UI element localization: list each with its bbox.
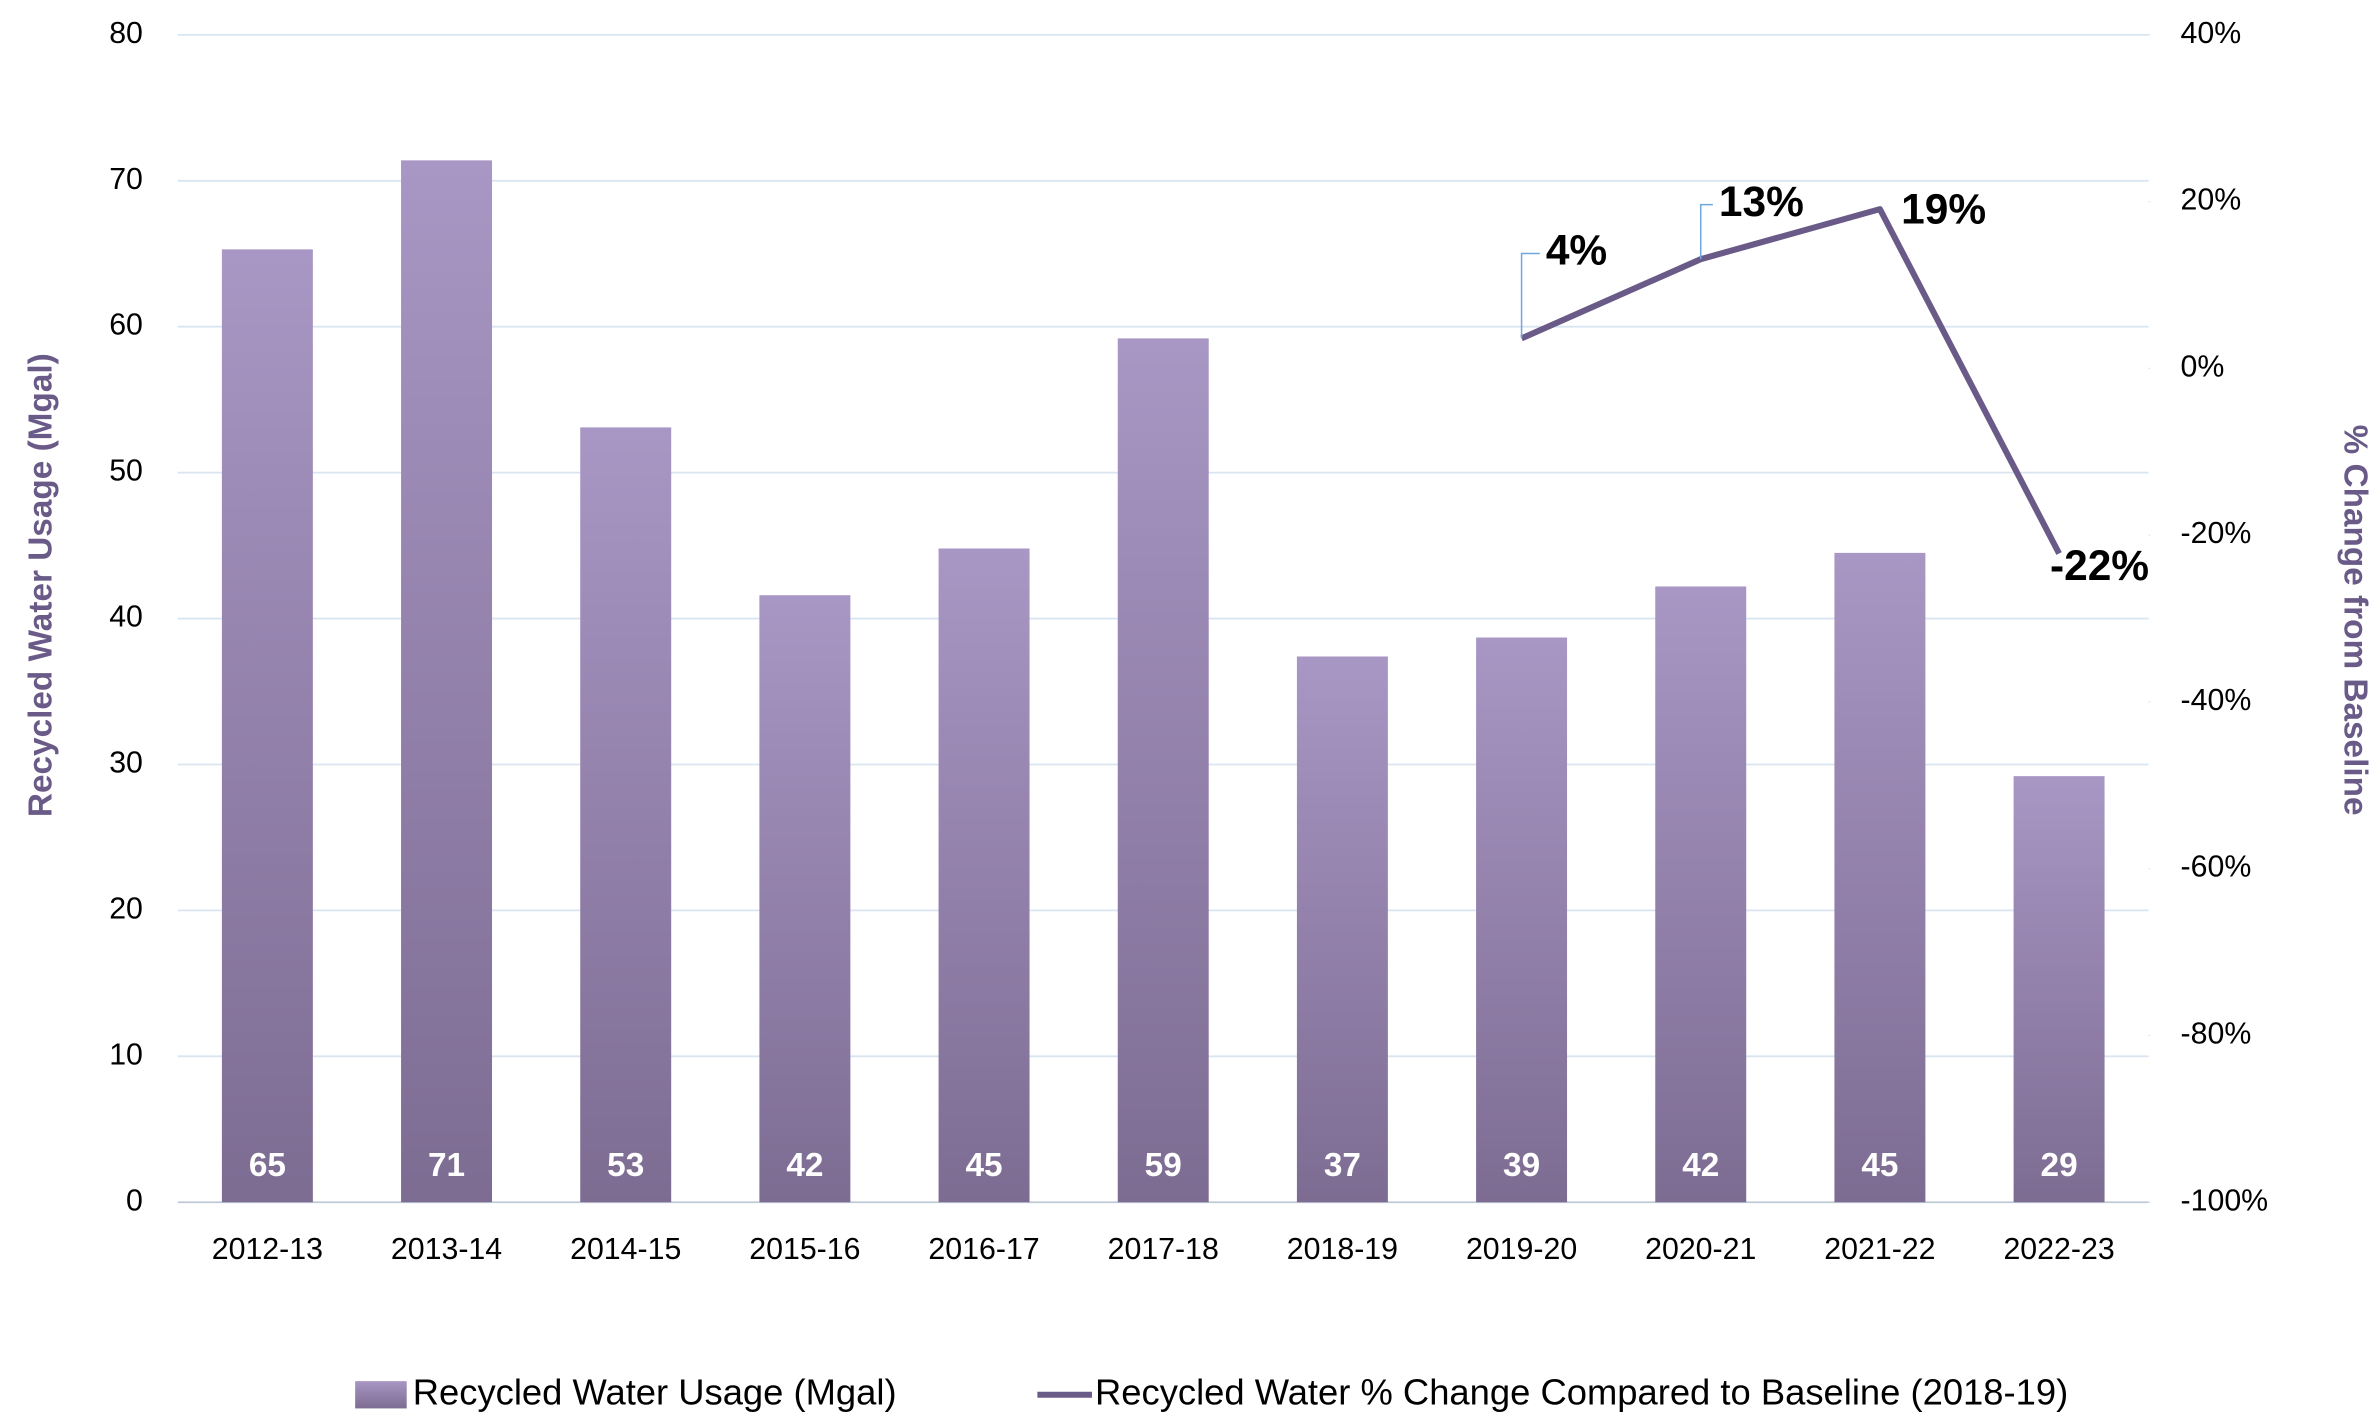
x-tick-label: 2015-16 xyxy=(749,1233,860,1266)
x-tick-label: 2019-20 xyxy=(1466,1233,1577,1266)
x-tick-label: 2020-21 xyxy=(1645,1233,1756,1266)
y-tick-label: 50 xyxy=(109,455,143,488)
bar-value-label: 45 xyxy=(966,1147,1003,1184)
x-tick-label: 2018-19 xyxy=(1287,1233,1398,1266)
y2-axis-title: % Change from Baseline xyxy=(2337,425,2374,816)
x-tick-label: 2014-15 xyxy=(570,1233,681,1266)
bar xyxy=(759,595,851,1203)
y-tick-label: 70 xyxy=(109,163,143,196)
bar xyxy=(1655,586,1747,1203)
y2-tick-label: 20% xyxy=(2181,184,2242,217)
y-tick-label: 10 xyxy=(109,1038,143,1071)
leader-line xyxy=(1520,252,1540,339)
line-value-label: -22% xyxy=(2050,542,2149,589)
line-value-label: 13% xyxy=(1719,178,1804,225)
y-tick-label: 20 xyxy=(109,892,143,925)
bar xyxy=(1476,637,1568,1203)
x-tick-label: 2012-13 xyxy=(212,1233,323,1266)
bar-value-label: 39 xyxy=(1503,1147,1540,1184)
y2-tick-label: -40% xyxy=(2181,684,2252,717)
x-tick-label: 2017-18 xyxy=(1108,1233,1219,1266)
bar xyxy=(401,160,493,1203)
line-value-label: 19% xyxy=(1901,185,1986,232)
bar xyxy=(1296,656,1388,1203)
bar-value-label: 29 xyxy=(2041,1147,2078,1184)
line xyxy=(1520,206,2062,555)
legend-label: Recycled Water Usage (Mgal) xyxy=(413,1371,897,1412)
legend-label: Recycled Water % Change Compared to Base… xyxy=(1095,1371,2068,1412)
y-tick-label: 30 xyxy=(109,746,143,779)
bar-value-label: 53 xyxy=(607,1147,644,1184)
y2-tick-label: 0% xyxy=(2181,350,2225,383)
bar xyxy=(938,548,1030,1203)
bar-value-label: 45 xyxy=(1861,1147,1898,1184)
bar xyxy=(221,249,313,1203)
bar-value-label: 59 xyxy=(1145,1147,1182,1184)
bar-value-label: 71 xyxy=(428,1147,465,1184)
y2-tick-label: -60% xyxy=(2181,851,2252,884)
leader-line xyxy=(1699,203,1713,260)
x-tick-label: 2021-22 xyxy=(1824,1233,1935,1266)
y2-tick-label: 40% xyxy=(2181,17,2242,50)
bar-value-label: 42 xyxy=(1682,1147,1719,1184)
y2-tick-label: -100% xyxy=(2181,1184,2269,1217)
bar xyxy=(2013,776,2105,1203)
y-tick-label: 40 xyxy=(109,601,143,634)
y-axis-title: Recycled Water Usage (Mgal) xyxy=(23,353,60,817)
line-value-label: 4% xyxy=(1546,227,1607,274)
x-tick-label: 2022-23 xyxy=(2003,1233,2114,1266)
x-tick-label: 2013-14 xyxy=(391,1233,502,1266)
x-tick-label: 2016-17 xyxy=(928,1233,1039,1266)
y-tick-label: 60 xyxy=(109,309,143,342)
bar-value-label: 42 xyxy=(786,1147,823,1184)
y2-tick-label: -80% xyxy=(2181,1017,2252,1050)
bar xyxy=(1834,552,1926,1203)
y2-tick-label: -20% xyxy=(2181,517,2252,550)
bar-value-label: 37 xyxy=(1324,1147,1361,1184)
legend-swatch xyxy=(355,1381,407,1409)
y-tick-label: 0 xyxy=(126,1184,143,1217)
bar xyxy=(580,427,672,1203)
y-tick-label: 80 xyxy=(109,17,143,50)
bar-value-label: 65 xyxy=(249,1147,286,1184)
bar xyxy=(1117,338,1209,1203)
